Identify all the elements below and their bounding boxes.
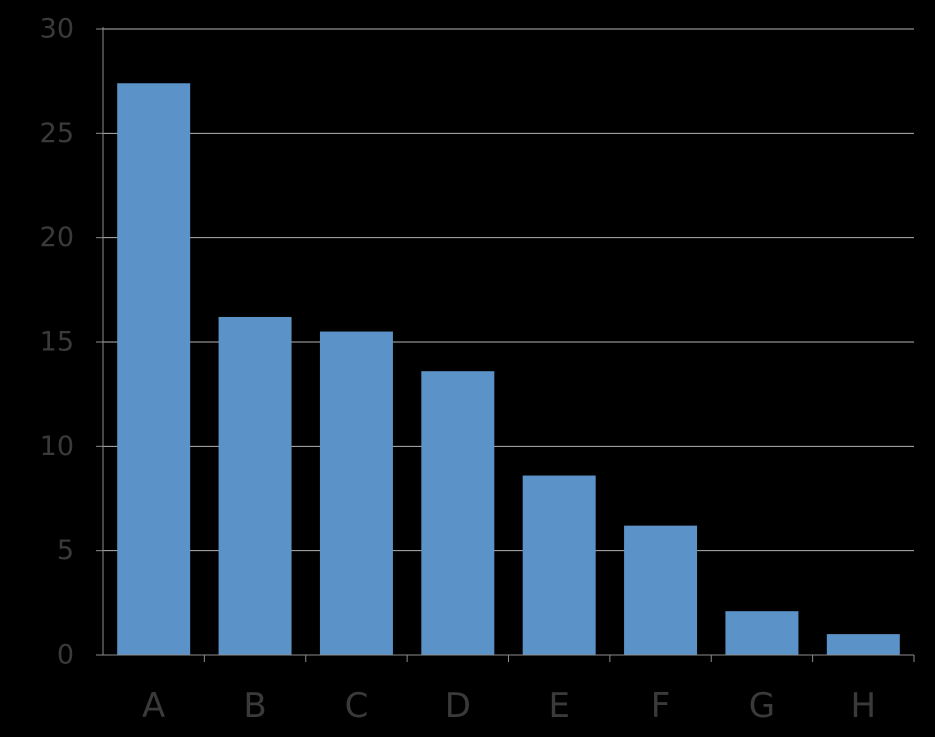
y-axis-tick-labels: 0 5 10 15 20 25 30 [40,14,74,671]
x-tick-label: F [651,686,671,726]
x-tick-label: H [851,686,877,726]
x-tick-label: G [749,686,775,726]
x-tick-label: E [548,686,569,726]
bar-A [117,83,191,655]
bars [117,83,900,655]
x-tick-label: D [445,686,471,726]
y-tick-label: 5 [57,535,74,566]
y-tick-label: 10 [40,431,74,462]
axes [96,27,915,662]
bar-F [624,525,698,655]
bar-B [218,316,292,655]
bar-D [421,371,495,655]
bar-H [826,634,900,655]
y-tick-label: 25 [40,118,74,149]
x-tick-label: B [243,686,266,726]
x-axis-tick-labels: A B C D E F G H [142,686,876,726]
bar-G [725,611,799,655]
y-tick-label: 20 [40,222,74,253]
x-tick-label: A [142,686,165,726]
x-tick-label: C [345,686,369,726]
y-tick-label: 15 [40,327,74,358]
bar-E [522,475,596,655]
y-tick-label: 30 [40,14,74,45]
bar-C [319,331,393,655]
y-tick-label: 0 [57,640,74,671]
